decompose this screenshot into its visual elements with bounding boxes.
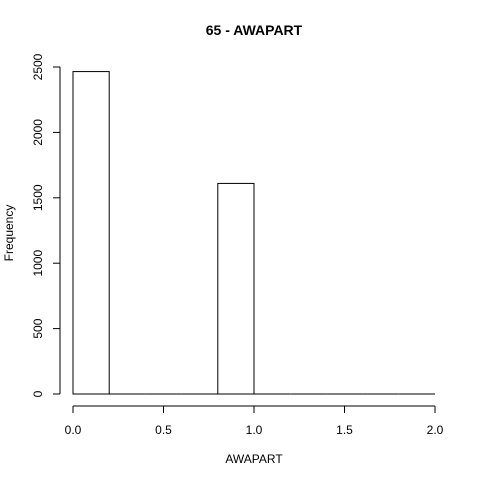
x-tick-label: 0.0	[65, 423, 82, 437]
y-axis-label: Frequency	[2, 205, 16, 262]
y-tick-label: 2000	[31, 119, 45, 146]
y-tick-label: 0	[31, 390, 45, 397]
histogram-bar	[217, 182, 255, 395]
y-tick-label: 2500	[31, 53, 45, 80]
y-tick-label: 1000	[31, 250, 45, 277]
chart-title: 65 - AWAPART	[206, 22, 303, 38]
x-tick-label: 1.0	[246, 423, 263, 437]
y-tick-label: 1500	[31, 184, 45, 211]
histogram-bar	[72, 71, 110, 395]
x-tick-label: 2.0	[427, 423, 444, 437]
x-tick-label: 1.5	[336, 423, 353, 437]
x-axis: 0.0 0.5 1.0 1.5 2.0	[65, 405, 444, 437]
y-tick-label: 500	[31, 318, 45, 338]
histogram-bars	[72, 71, 435, 395]
y-axis: 0 500 1000 1500 2000 2500	[31, 53, 61, 397]
x-tick-label: 0.5	[155, 423, 172, 437]
x-axis-label: AWAPART	[225, 452, 283, 466]
